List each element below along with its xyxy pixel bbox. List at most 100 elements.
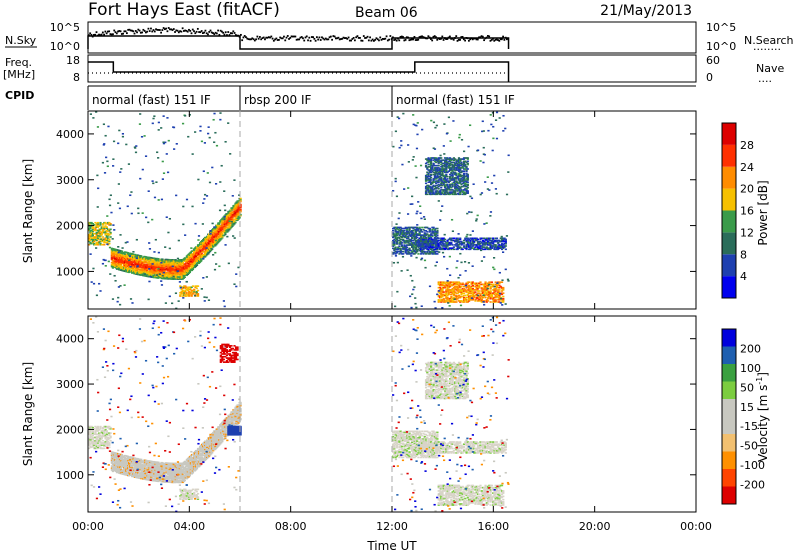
power-cell xyxy=(208,181,212,184)
power-cell xyxy=(194,222,197,225)
power-cell xyxy=(489,297,492,300)
power-cell xyxy=(184,262,187,264)
nsky-point xyxy=(103,33,105,36)
power-cell xyxy=(449,140,452,142)
power-cell xyxy=(475,238,478,241)
power-cell xyxy=(400,233,404,235)
power-cell xyxy=(107,260,110,263)
power-cell xyxy=(408,239,411,242)
power-cell xyxy=(423,235,426,238)
power-cell xyxy=(431,238,434,241)
power-cell xyxy=(209,245,212,248)
power-cell xyxy=(450,171,453,174)
power-cell xyxy=(409,243,412,245)
power-cell xyxy=(452,161,455,164)
nsky-point xyxy=(148,30,151,32)
power-cell xyxy=(194,259,198,262)
power-cell xyxy=(427,189,430,191)
power-cell xyxy=(483,292,486,295)
power-cell xyxy=(486,176,489,178)
power-cell xyxy=(445,181,448,183)
power-cell xyxy=(462,162,466,165)
power-cell xyxy=(468,295,471,298)
power-cell xyxy=(424,229,428,232)
power-cell xyxy=(494,283,497,286)
power-cell xyxy=(474,238,477,241)
nsky-point xyxy=(412,38,415,41)
power-cell xyxy=(88,243,91,246)
power-cell xyxy=(441,300,444,302)
power-cell xyxy=(184,295,187,297)
power-cell xyxy=(89,236,92,238)
power-cell xyxy=(441,171,444,174)
power-cell xyxy=(478,299,481,301)
power-cell xyxy=(194,291,197,294)
power-cell xyxy=(149,271,152,273)
nsky-point xyxy=(203,31,206,34)
power-cell xyxy=(468,284,471,287)
nsky-point xyxy=(128,28,131,31)
power-cell xyxy=(397,236,400,239)
power-cell xyxy=(489,286,492,289)
power-cell xyxy=(412,156,415,158)
power-cell xyxy=(392,253,395,255)
power-cell xyxy=(440,295,443,298)
power-cell xyxy=(471,243,474,245)
nave-label: Nave xyxy=(756,62,784,75)
nsky-point xyxy=(285,36,288,39)
power-cell xyxy=(99,237,102,239)
nsky-point xyxy=(465,37,468,39)
power-cell xyxy=(415,212,418,215)
power-cell xyxy=(436,232,439,234)
power-cell xyxy=(490,246,493,248)
power-cell xyxy=(399,232,402,234)
date-label: 21/May/2013 xyxy=(600,3,692,19)
power-cell xyxy=(230,213,233,215)
nsky-point xyxy=(155,28,157,31)
power-cell xyxy=(451,184,454,187)
power-cell xyxy=(211,240,214,242)
nsky-point xyxy=(195,30,198,33)
power-cell xyxy=(432,238,435,241)
nsky-point xyxy=(96,34,99,37)
power-cell xyxy=(421,238,424,241)
power-cell xyxy=(495,286,499,289)
power-cell xyxy=(466,163,469,166)
power-cell xyxy=(451,177,454,179)
power-cell xyxy=(456,244,459,246)
power-cell xyxy=(445,173,448,176)
power-cell xyxy=(395,195,399,198)
power-cell xyxy=(131,272,134,274)
power-cell xyxy=(497,289,500,291)
power-cell xyxy=(493,289,496,291)
power-cell xyxy=(400,244,404,246)
nsky-point xyxy=(361,39,364,42)
power-cell xyxy=(395,237,398,240)
power-cell xyxy=(216,229,219,232)
nsky-point xyxy=(189,29,192,32)
power-cell xyxy=(433,193,436,195)
power-cell xyxy=(397,239,400,242)
power-cell xyxy=(405,229,409,232)
power-cell xyxy=(451,170,454,172)
power-cell xyxy=(442,162,445,165)
power-cell xyxy=(412,253,415,255)
power-cell xyxy=(435,246,438,248)
power-cell xyxy=(160,127,163,129)
power-cell xyxy=(149,275,152,278)
power-cell xyxy=(462,289,466,291)
power-cell xyxy=(433,248,436,251)
power-cell xyxy=(428,247,431,249)
power-cell xyxy=(428,180,431,182)
power-cell xyxy=(422,240,425,243)
power-cell xyxy=(438,284,442,287)
power-cell xyxy=(398,229,401,232)
power-cell xyxy=(498,297,501,300)
power-cell xyxy=(492,284,495,287)
power-cell xyxy=(466,186,469,189)
power-cell xyxy=(149,264,152,267)
nsky-point xyxy=(229,32,232,35)
power-cell xyxy=(487,241,490,244)
power-cell xyxy=(110,258,113,261)
power-cell xyxy=(423,239,426,242)
